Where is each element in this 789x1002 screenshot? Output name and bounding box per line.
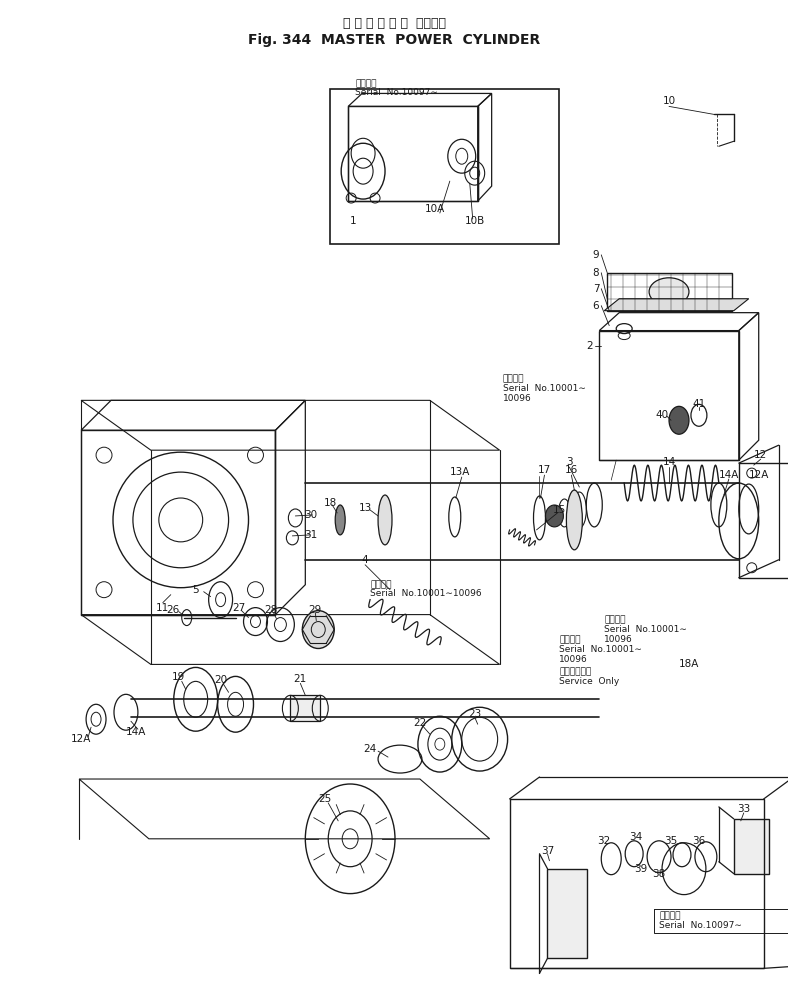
Text: 適用番号: 適用番号 bbox=[559, 635, 581, 644]
Text: 12: 12 bbox=[754, 450, 768, 460]
Text: 41: 41 bbox=[692, 400, 705, 410]
Text: Serial  No.10001∼10096: Serial No.10001∼10096 bbox=[370, 589, 482, 598]
Text: 10B: 10B bbox=[465, 216, 485, 226]
Bar bbox=[739, 463, 789, 578]
Text: 14A: 14A bbox=[719, 470, 739, 480]
Bar bbox=[734, 819, 768, 874]
Bar bbox=[510, 799, 764, 968]
Text: 14A: 14A bbox=[125, 727, 146, 737]
Text: 28: 28 bbox=[264, 604, 277, 614]
Text: 22: 22 bbox=[413, 718, 427, 728]
Text: Serial  No.10001∼: Serial No.10001∼ bbox=[604, 625, 687, 634]
Text: 30: 30 bbox=[304, 510, 317, 520]
Text: 39: 39 bbox=[634, 864, 648, 874]
Text: 17: 17 bbox=[538, 465, 551, 475]
Text: 5: 5 bbox=[193, 585, 199, 594]
Text: 14: 14 bbox=[663, 457, 675, 467]
Text: 18: 18 bbox=[323, 498, 337, 508]
Ellipse shape bbox=[669, 407, 689, 434]
Ellipse shape bbox=[378, 495, 392, 545]
Text: 35: 35 bbox=[664, 836, 678, 846]
Text: 33: 33 bbox=[737, 804, 750, 814]
Text: 34: 34 bbox=[630, 832, 643, 842]
Text: 18A: 18A bbox=[679, 659, 699, 669]
Text: マ ス タ パ ワ ー  シリンダ: マ ス タ パ ワ ー シリンダ bbox=[342, 17, 446, 30]
Text: 32: 32 bbox=[597, 836, 611, 846]
Text: 8: 8 bbox=[593, 268, 600, 278]
Text: 40: 40 bbox=[656, 410, 668, 420]
Bar bbox=[654, 909, 789, 934]
Text: 23: 23 bbox=[468, 709, 481, 719]
Text: 10096: 10096 bbox=[604, 635, 633, 644]
Ellipse shape bbox=[567, 490, 582, 550]
Text: Fig. 344  MASTER  POWER  CYLINDER: Fig. 344 MASTER POWER CYLINDER bbox=[248, 33, 540, 47]
Text: サービス　用: サービス 用 bbox=[559, 667, 592, 676]
Text: 20: 20 bbox=[214, 675, 227, 685]
Bar bbox=[290, 695, 320, 721]
Text: 13: 13 bbox=[358, 503, 372, 513]
Bar bbox=[608, 273, 732, 311]
Text: 適用番号: 適用番号 bbox=[503, 374, 524, 383]
Ellipse shape bbox=[649, 278, 689, 306]
Text: 10: 10 bbox=[663, 96, 675, 106]
Text: 25: 25 bbox=[319, 794, 332, 804]
Text: 13A: 13A bbox=[450, 467, 470, 477]
Text: 適用番号: 適用番号 bbox=[370, 580, 391, 589]
Text: 31: 31 bbox=[304, 530, 317, 540]
Text: 26: 26 bbox=[166, 604, 179, 614]
Text: 6: 6 bbox=[593, 301, 600, 311]
Text: 適用番号: 適用番号 bbox=[659, 911, 681, 920]
Text: 3: 3 bbox=[566, 457, 573, 467]
Text: 38: 38 bbox=[653, 869, 666, 879]
Text: 29: 29 bbox=[308, 604, 322, 614]
Ellipse shape bbox=[302, 610, 335, 648]
Bar bbox=[81, 430, 275, 614]
Text: Serial  No.10001∼: Serial No.10001∼ bbox=[503, 384, 585, 393]
Text: 10A: 10A bbox=[424, 204, 445, 214]
Text: 16: 16 bbox=[565, 465, 578, 475]
Bar bbox=[600, 331, 739, 460]
Text: 12A: 12A bbox=[749, 470, 769, 480]
Text: 19: 19 bbox=[172, 672, 185, 682]
Bar bbox=[348, 106, 477, 201]
Text: 27: 27 bbox=[232, 602, 245, 612]
Ellipse shape bbox=[545, 505, 563, 527]
Text: Serial  No.10001∼: Serial No.10001∼ bbox=[559, 645, 642, 654]
Text: 37: 37 bbox=[540, 846, 554, 856]
Bar bbox=[331, 89, 559, 243]
Text: 7: 7 bbox=[593, 284, 600, 294]
Text: 10096: 10096 bbox=[503, 394, 531, 403]
Text: 4: 4 bbox=[362, 555, 368, 565]
Text: Serial  No.10097∼: Serial No.10097∼ bbox=[355, 88, 438, 97]
Text: 11: 11 bbox=[156, 602, 170, 612]
Text: 適用番号: 適用番号 bbox=[604, 615, 626, 624]
Text: 12A: 12A bbox=[71, 734, 92, 744]
Text: 36: 36 bbox=[692, 836, 705, 846]
Text: Service  Only: Service Only bbox=[559, 677, 619, 685]
Text: 15: 15 bbox=[553, 505, 566, 515]
Text: 1: 1 bbox=[350, 216, 357, 226]
Text: 21: 21 bbox=[294, 674, 307, 684]
Text: 2: 2 bbox=[587, 341, 593, 351]
Polygon shape bbox=[604, 299, 749, 311]
Ellipse shape bbox=[335, 505, 345, 535]
Text: 9: 9 bbox=[593, 249, 600, 260]
Text: 10096: 10096 bbox=[559, 655, 588, 664]
Text: Serial  No.10097∼: Serial No.10097∼ bbox=[659, 921, 742, 930]
Bar bbox=[548, 869, 587, 958]
Text: 24: 24 bbox=[364, 744, 376, 755]
Text: 適用番号: 適用番号 bbox=[355, 79, 376, 88]
